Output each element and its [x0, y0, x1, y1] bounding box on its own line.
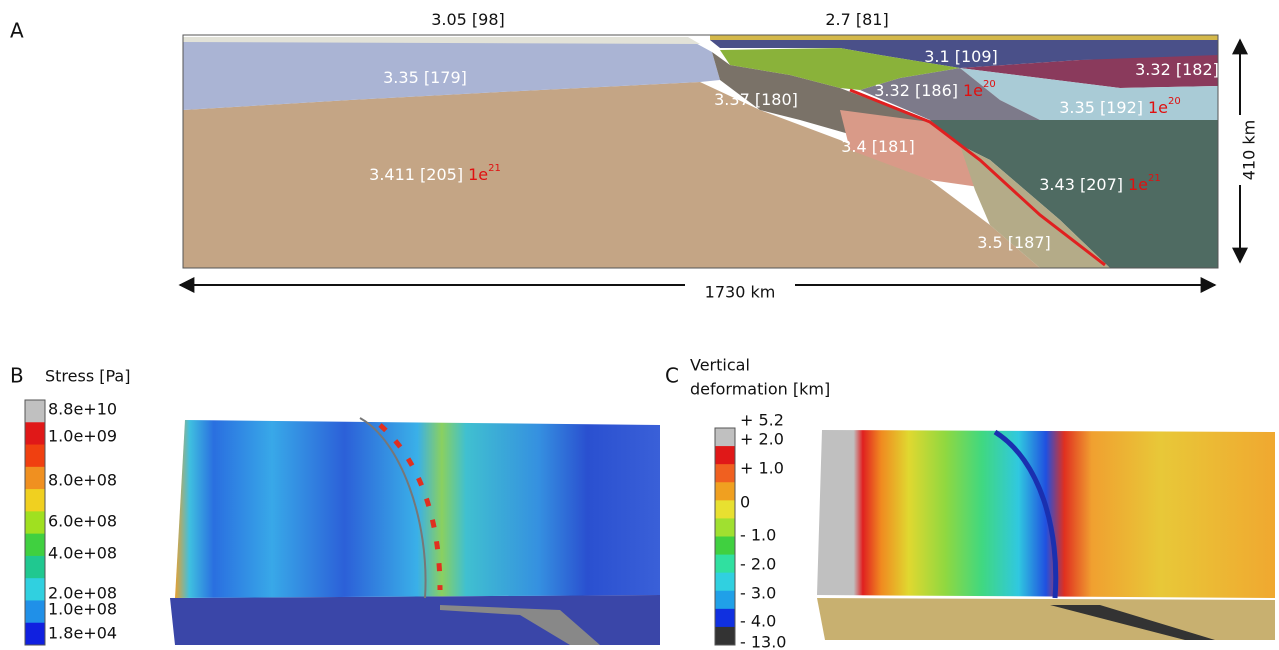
- layer-density: 3.4 [181]: [841, 137, 915, 156]
- layer-viscosity: 1e: [1128, 175, 1148, 194]
- layer-density: 3.35 [192]: [1059, 98, 1143, 117]
- layer-density: 3.37 [180]: [714, 90, 798, 109]
- colorbar-swatch: [715, 428, 735, 447]
- colorbar-label: 6.0e+08: [48, 512, 117, 531]
- layer-label: 3.32 [182]: [1135, 60, 1219, 79]
- colorbar-title: Vertical: [690, 356, 750, 375]
- colorbar-swatch: [25, 467, 45, 490]
- colorbar-swatch: [715, 555, 735, 574]
- layer-label: 3.5 [187]: [977, 233, 1051, 252]
- layer-viscosity: 1e: [1148, 98, 1168, 117]
- colorbar-swatch: [715, 591, 735, 610]
- colorbar-label: - 1.0: [740, 526, 776, 545]
- colorbar-label: 4.0e+08: [48, 544, 117, 563]
- colorbar-swatch: [25, 534, 45, 557]
- colorbar-swatch: [25, 600, 45, 623]
- layer-viscosity: 1e: [963, 81, 983, 100]
- panel-label: A: [10, 19, 24, 43]
- colorbar-swatch: [25, 489, 45, 512]
- stress-block: [170, 418, 660, 645]
- layer-label: 3.43 [207] 1e21: [1039, 173, 1161, 194]
- colorbar-swatch: [715, 518, 735, 537]
- layer-density: 3.35 [179]: [383, 68, 467, 87]
- colorbar-label: 1.0e+09: [48, 427, 117, 446]
- layer-density: 3.32 [186]: [874, 81, 958, 100]
- layer-density: 3.5 [187]: [977, 233, 1051, 252]
- colorbar-swatch: [25, 578, 45, 601]
- colorbar-swatch: [25, 511, 45, 534]
- colorbar-label: - 13.0: [740, 633, 786, 650]
- layer-density: 3.1 [109]: [924, 47, 998, 66]
- layer-viscosity-exponent: 21: [488, 163, 501, 174]
- colorbar-label: + 5.2: [740, 411, 784, 430]
- layer-density: 3.05 [98]: [431, 10, 505, 29]
- colorbar-swatch: [25, 445, 45, 468]
- colorbar-label: - 4.0: [740, 612, 776, 631]
- layer-viscosity-exponent: 20: [1168, 96, 1181, 107]
- layer-label: 3.05 [98]: [431, 10, 505, 29]
- depth-label: 410 km: [1240, 120, 1259, 180]
- colorbar-title: deformation [km]: [690, 380, 830, 399]
- colorbar-label: 8.8e+10: [48, 400, 117, 419]
- layer-label: 3.4 [181]: [841, 137, 915, 156]
- layer-density: 2.7 [81]: [825, 10, 888, 29]
- layer-viscosity: 1e: [468, 165, 488, 184]
- colorbar-label: + 1.0: [740, 459, 784, 478]
- colorbar-swatch: [715, 627, 735, 646]
- layer-viscosity-exponent: 21: [1148, 173, 1161, 184]
- colorbar-label: 1.8e+04: [48, 624, 117, 643]
- layer-label: 3.35 [192] 1e20: [1059, 96, 1181, 117]
- colorbar-swatch: [25, 400, 45, 423]
- colorbar-swatch: [25, 556, 45, 579]
- colorbar-swatch: [715, 500, 735, 519]
- colorbar-swatch: [715, 446, 735, 465]
- colorbar-label: + 2.0: [740, 430, 784, 449]
- deformation-block: [817, 430, 1275, 640]
- colorbar-swatch: [715, 482, 735, 501]
- layer-label: 2.7 [81]: [825, 10, 888, 29]
- layer-density: 3.411 [205]: [369, 165, 463, 184]
- layer-label: 3.32 [186] 1e20: [874, 79, 996, 100]
- colorbar-swatch: [25, 422, 45, 445]
- layer-density: 3.43 [207]: [1039, 175, 1123, 194]
- colorbar-label: - 3.0: [740, 584, 776, 603]
- colorbar-label: 8.0e+08: [48, 471, 117, 490]
- colorbar-swatch: [715, 464, 735, 483]
- colorbar-label: - 2.0: [740, 555, 776, 574]
- layer-label: 3.35 [179]: [383, 68, 467, 87]
- cross-section: [180, 35, 1255, 306]
- layer-viscosity-exponent: 20: [983, 79, 996, 90]
- colorbar-swatch: [715, 537, 735, 556]
- colorbar-label: 0: [740, 493, 750, 512]
- panel-label: C: [665, 364, 679, 388]
- colorbar-label: 1.0e+08: [48, 600, 117, 619]
- layer-label: 3.37 [180]: [714, 90, 798, 109]
- figure: A B C Stress [Pa] Vertical deformation […: [0, 0, 1279, 650]
- colorbar-swatch: [715, 573, 735, 592]
- layer-label: 3.411 [205] 1e21: [369, 163, 501, 184]
- panel-label: B: [10, 364, 24, 388]
- layer-label: 3.1 [109]: [924, 47, 998, 66]
- layer-density: 3.32 [182]: [1135, 60, 1219, 79]
- colorbar-swatch: [25, 623, 45, 646]
- colorbar-title: Stress [Pa]: [45, 367, 130, 386]
- colorbar-swatch: [715, 609, 735, 628]
- width-label: 1730 km: [705, 283, 776, 302]
